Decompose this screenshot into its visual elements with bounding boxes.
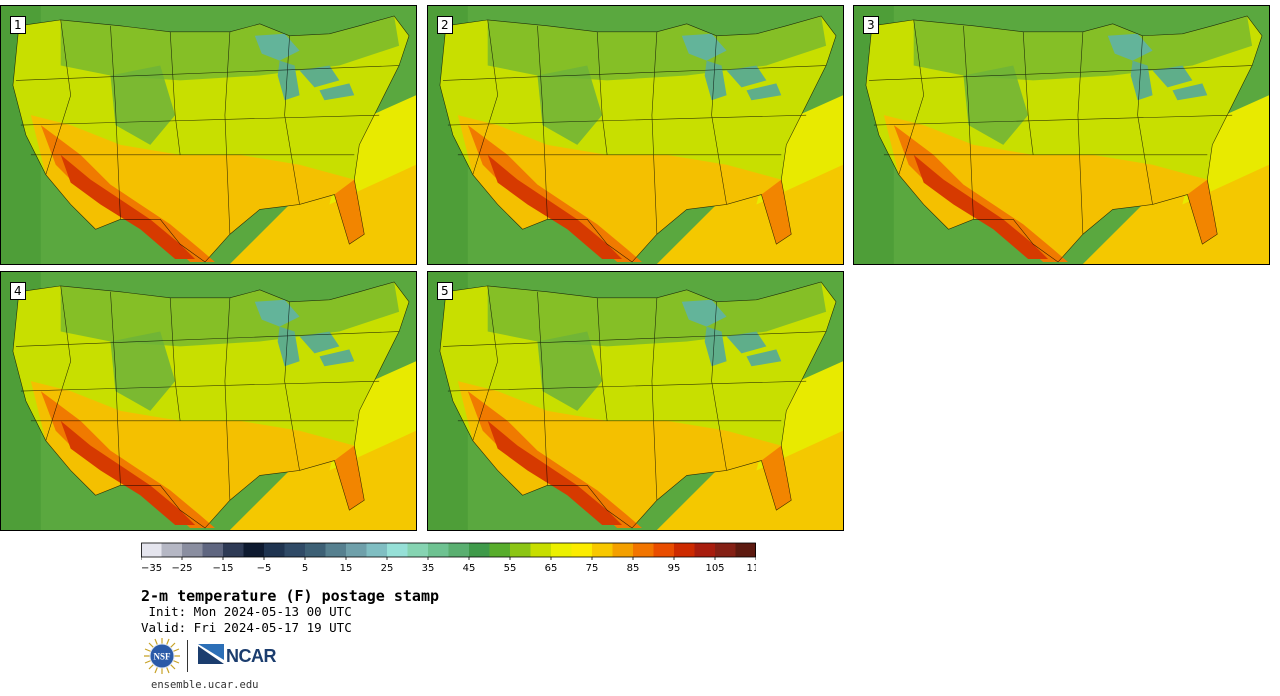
colorbar-swatch xyxy=(264,543,285,557)
colorbar-tick-label: 25 xyxy=(381,563,394,574)
forecast-panel-3: 3 xyxy=(853,5,1270,265)
colorbar-tick-label: 105 xyxy=(705,563,724,574)
colorbar-swatch xyxy=(592,543,613,557)
panel-number-3: 3 xyxy=(863,16,879,34)
colorbar-tick-label: 55 xyxy=(504,563,517,574)
colorbar-swatch xyxy=(674,543,695,557)
forecast-panel-2: 2 xyxy=(427,5,844,265)
valid-time: Valid: Fri 2024-05-17 19 UTC xyxy=(141,620,352,635)
colorbar-frame xyxy=(141,542,756,558)
forecast-panel-4: 4 xyxy=(0,271,417,531)
colorbar-swatch xyxy=(161,543,183,557)
colorbar-swatch xyxy=(223,543,244,557)
colorbar-swatch xyxy=(305,543,326,557)
temperature-map-1 xyxy=(1,6,416,264)
ncar-logo-mark xyxy=(198,644,224,664)
colorbar-tick-label: 35 xyxy=(422,563,435,574)
colorbar-swatch xyxy=(469,543,490,557)
colorbar-swatch xyxy=(284,543,306,557)
colorbar-swatch xyxy=(407,543,429,557)
colorbar-swatch xyxy=(141,543,162,557)
colorbar-swatch xyxy=(653,543,675,557)
colorbar-swatch xyxy=(243,543,265,557)
logos: NSF NCAR xyxy=(144,638,284,674)
chart-title: 2-m temperature (F) postage stamp xyxy=(141,587,440,605)
panel-number-5: 5 xyxy=(437,282,453,300)
nsf-logo-text: NSF xyxy=(153,652,171,662)
colorbar-swatch xyxy=(202,543,224,557)
colorbar-swatch xyxy=(428,543,449,557)
colorbar-swatch xyxy=(325,543,347,557)
colorbar-tick-label: 115 xyxy=(746,563,756,574)
site-url: ensemble.ucar.edu xyxy=(151,679,259,691)
colorbar-swatch xyxy=(612,543,634,557)
colorbar-swatch xyxy=(510,543,531,557)
colorbar-tick-label: 65 xyxy=(545,563,558,574)
colorbar-swatch xyxy=(715,543,736,557)
temperature-map-2 xyxy=(428,6,843,264)
colorbar-swatch xyxy=(182,543,203,557)
temperature-map-5 xyxy=(428,272,843,530)
colorbar-swatch xyxy=(735,543,756,557)
colorbar-tick-label: 75 xyxy=(586,563,599,574)
colorbar-swatch xyxy=(387,543,408,557)
colorbar-swatch xyxy=(551,543,572,557)
forecast-panel-1: 1 xyxy=(0,5,417,265)
colorbar-tick-label: 95 xyxy=(668,563,681,574)
colorbar-swatch xyxy=(489,543,511,557)
temperature-map-3 xyxy=(854,6,1269,264)
logo-divider xyxy=(187,640,188,672)
colorbar-swatch xyxy=(366,543,388,557)
colorbar-swatch xyxy=(530,543,552,557)
panel-number-2: 2 xyxy=(437,16,453,34)
init-time: Init: Mon 2024-05-13 00 UTC xyxy=(141,604,352,619)
nsf-logo: NSF xyxy=(144,638,180,674)
panel-number-1: 1 xyxy=(10,16,26,34)
colorbar-swatch xyxy=(571,543,593,557)
colorbar-tick-label: −15 xyxy=(212,563,233,574)
panel-number-4: 4 xyxy=(10,282,26,300)
colorbar-tick-label: 85 xyxy=(627,563,640,574)
temperature-colorbar: −35 −25 −15 −5 5 15 25 35 45 55 65 75 85 95 105 115 xyxy=(141,542,756,574)
colorbar-tick-label: −5 xyxy=(257,563,272,574)
colorbar-tick-label: −25 xyxy=(171,563,192,574)
colorbar-tick-label: 5 xyxy=(302,563,308,574)
colorbar-swatch xyxy=(694,543,716,557)
temperature-map-4 xyxy=(1,272,416,530)
colorbar-swatch xyxy=(346,543,367,557)
colorbar-swatch xyxy=(633,543,654,557)
ncar-logo-text: NCAR xyxy=(226,646,277,666)
colorbar-tick-label: 45 xyxy=(463,563,476,574)
colorbar-tick-label: 15 xyxy=(340,563,353,574)
colorbar-tick-label: −35 xyxy=(141,563,162,574)
forecast-panel-5: 5 xyxy=(427,271,844,531)
colorbar-swatch xyxy=(448,543,470,557)
